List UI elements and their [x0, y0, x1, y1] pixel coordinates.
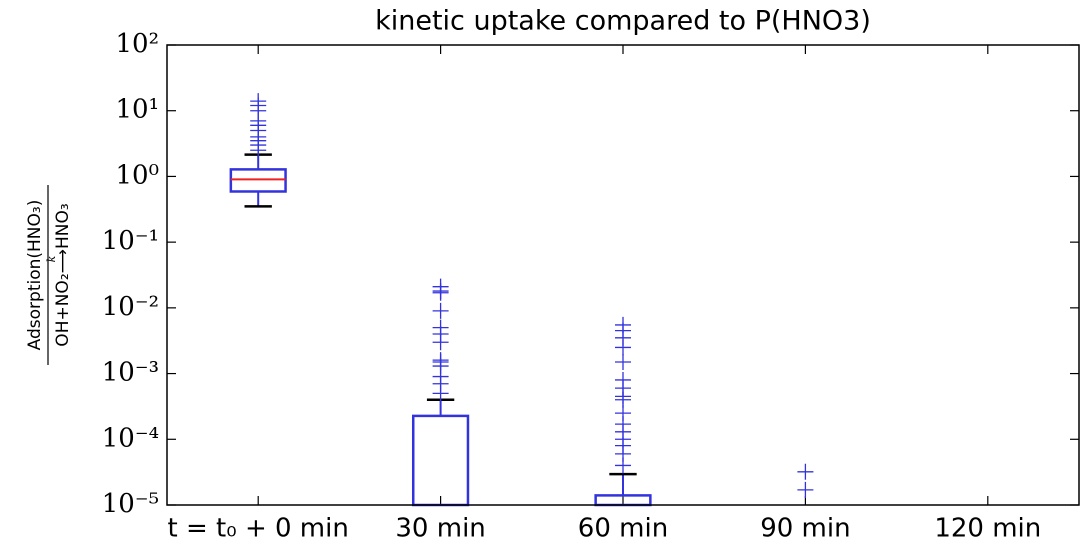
y-tick-label: 10⁻³ [102, 358, 159, 388]
flier [432, 284, 449, 301]
y-tick-label: 10⁻⁴ [102, 423, 159, 453]
flier [432, 302, 449, 319]
plot-frame [166, 44, 1080, 506]
y-label-arrow-label: k [45, 255, 58, 262]
flier [250, 142, 267, 159]
y-tick-label: 10⁻¹ [102, 226, 159, 256]
chart-title: kinetic uptake compared to P(HNO3) [375, 6, 871, 37]
y-tick-label: 10⁰ [115, 160, 159, 190]
x-tick-label: 90 min [760, 514, 850, 544]
y-tick-label: 10⁻² [102, 292, 159, 322]
flier [615, 457, 631, 474]
y-tick-label: 10⁻⁵ [102, 489, 159, 519]
flier [615, 391, 631, 408]
x-tick-label: 120 min [934, 514, 1041, 544]
y-tick-label: 10² [115, 29, 159, 59]
y-tick-label: 10¹ [115, 95, 159, 125]
y-axis-label: Adsorption(HNO₃) OH+NO₂⟶HNO₃ k [25, 185, 73, 365]
y-label-denominator: OH+NO₂⟶HNO₃ [53, 203, 73, 346]
flier [432, 334, 449, 351]
flier [797, 481, 814, 498]
y-label-numerator: Adsorption(HNO₃) [25, 200, 45, 351]
flier [797, 463, 814, 480]
x-tick-label: 60 min [578, 514, 668, 544]
box [411, 414, 470, 507]
x-tick-label: 30 min [395, 514, 485, 544]
flier [615, 354, 631, 370]
flier [615, 339, 631, 356]
x-tick-label: t = t₀ + 0 min [168, 514, 349, 544]
flier [432, 385, 449, 402]
